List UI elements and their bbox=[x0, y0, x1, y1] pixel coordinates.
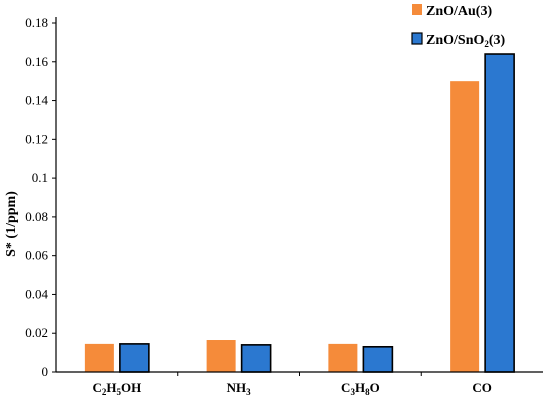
text-part: ZnO/Au(3) bbox=[426, 4, 492, 19]
text-part: 2 bbox=[484, 39, 489, 49]
y-tick-label: 0.04 bbox=[25, 286, 48, 301]
bar-series-1-cat-2 bbox=[362, 345, 394, 373]
text-part: O bbox=[370, 380, 380, 395]
bar-series-1-cat-0 bbox=[119, 343, 150, 373]
bar-series-0-cat-1 bbox=[206, 340, 236, 372]
text-part: C bbox=[341, 380, 350, 395]
text-part: 5 bbox=[117, 387, 122, 397]
y-tick-label: 0.12 bbox=[25, 131, 48, 146]
text-part: ZnO/SnO bbox=[426, 33, 484, 48]
y-tick-label: 0.16 bbox=[25, 54, 48, 69]
text-part: 3 bbox=[246, 387, 251, 397]
axes: 00.020.040.060.080.10.120.140.160.18C2H5… bbox=[25, 15, 543, 397]
bar-series-1-cat-1 bbox=[240, 344, 272, 373]
text-part: (3) bbox=[489, 33, 506, 48]
text-part: 3 bbox=[350, 387, 355, 397]
x-category-label: NH3 bbox=[227, 380, 252, 397]
y-tick-label: 0.1 bbox=[32, 170, 48, 185]
bar-series-0-cat-3 bbox=[450, 81, 480, 373]
legend-swatch bbox=[412, 4, 422, 15]
y-tick-label: 0.08 bbox=[25, 209, 48, 224]
y-axis-label: S* (1/ppm) bbox=[4, 191, 19, 257]
plot-area bbox=[84, 53, 515, 373]
bar-series-0-cat-2 bbox=[328, 343, 358, 372]
legend-label: ZnO/Au(3) bbox=[426, 4, 492, 19]
text-part: OH bbox=[121, 380, 141, 395]
legend-label: ZnO/SnO2(3) bbox=[426, 33, 506, 49]
bar-series-1-cat-3 bbox=[484, 53, 515, 373]
text-part: C bbox=[93, 380, 102, 395]
y-tick-label: 0.18 bbox=[25, 15, 48, 30]
text-part: 2 bbox=[102, 387, 107, 397]
bar-series-0-cat-0 bbox=[84, 343, 114, 372]
y-tick-label: 0.14 bbox=[25, 93, 48, 108]
y-tick-label: 0.06 bbox=[25, 248, 48, 263]
x-category-label: C2H5OH bbox=[93, 380, 142, 397]
y-tick-label: 0.02 bbox=[25, 325, 48, 340]
text-part: 8 bbox=[365, 387, 370, 397]
text-part: CO bbox=[472, 380, 492, 395]
legend: ZnO/Au(3) ZnO/SnO2(3) bbox=[411, 4, 506, 49]
x-category-label: C3H8O bbox=[341, 380, 380, 397]
text-part: H bbox=[355, 380, 365, 395]
text-part: NH bbox=[227, 380, 247, 395]
x-category-label: CO bbox=[472, 380, 492, 395]
text-part: H bbox=[106, 380, 116, 395]
legend-swatch bbox=[411, 32, 423, 45]
y-tick-label: 0 bbox=[42, 364, 49, 379]
